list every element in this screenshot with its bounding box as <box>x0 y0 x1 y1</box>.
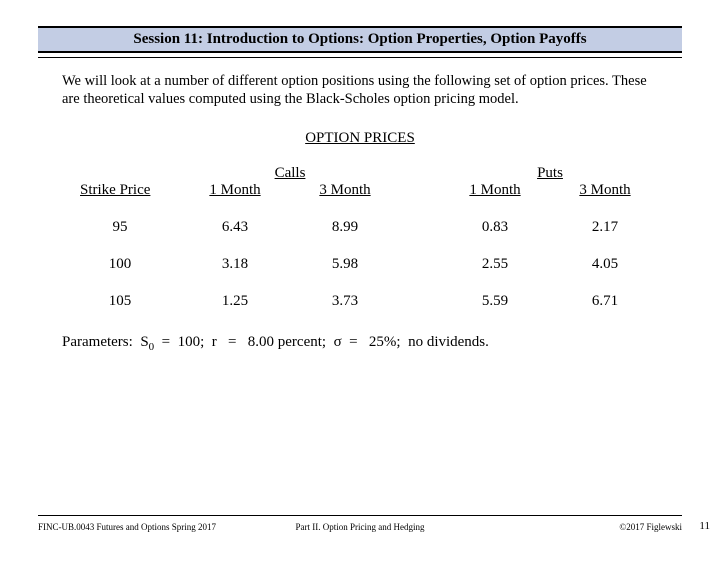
cell-call-3m: 5.98 <box>290 256 400 273</box>
slide-footer: FINC-UB.0043 Futures and Options Spring … <box>38 515 682 532</box>
cell-put-3m: 4.05 <box>550 256 660 273</box>
col-header-calls-3m: 3 Month <box>290 182 400 199</box>
table-row: 105 1.25 3.73 5.59 6.71 <box>60 293 660 310</box>
cell-put-1m: 5.59 <box>440 293 550 310</box>
col-gap <box>400 165 440 182</box>
col-header-puts-1m: 1 Month <box>440 182 550 199</box>
footer-divider <box>38 515 682 516</box>
cell-strike: 95 <box>60 219 180 236</box>
cell-strike: 100 <box>60 256 180 273</box>
footer-left: FINC-UB.0043 Futures and Options Spring … <box>38 522 253 532</box>
cell-call-3m: 8.99 <box>290 219 400 236</box>
cell-strike: 105 <box>60 293 180 310</box>
table-row: 95 6.43 8.99 0.83 2.17 <box>60 219 660 236</box>
params-sigma-val: 25% <box>369 334 397 350</box>
footer-right: ©2017 Figlewski <box>467 522 682 532</box>
col-strike-spacer <box>60 165 180 182</box>
cell-call-3m: 3.73 <box>290 293 400 310</box>
params-r-val: 8.00 percent <box>248 334 322 350</box>
footer-center: Part II. Option Pricing and Hedging <box>253 522 468 532</box>
session-title-bar: Session 11: Introduction to Options: Opt… <box>38 26 682 53</box>
page-number: 11 <box>699 520 710 532</box>
parameters-line: Parameters: S0 = 100; r = 8.00 percent; … <box>62 334 658 353</box>
col-header-strike: Strike Price <box>60 182 180 199</box>
footer-row: FINC-UB.0043 Futures and Options Spring … <box>38 522 682 532</box>
session-title: Session 11: Introduction to Options: Opt… <box>133 31 586 47</box>
group-header-puts: Puts <box>440 165 660 182</box>
table-title: OPTION PRICES <box>0 130 720 147</box>
cell-put-1m: 0.83 <box>440 219 550 236</box>
table-row: 100 3.18 5.98 2.55 4.05 <box>60 256 660 273</box>
cell-put-1m: 2.55 <box>440 256 550 273</box>
params-tail: no dividends. <box>408 334 489 350</box>
params-s0-val: 100 <box>178 334 201 350</box>
params-s0-sub: 0 <box>149 341 155 353</box>
cell-put-3m: 2.17 <box>550 219 660 236</box>
group-header-calls: Calls <box>180 165 400 182</box>
table-column-header-row: Strike Price 1 Month 3 Month 1 Month 3 M… <box>60 182 660 199</box>
intro-paragraph: We will look at a number of different op… <box>62 72 658 108</box>
params-label: Parameters: <box>62 334 133 350</box>
params-s0-label: S <box>140 334 148 350</box>
params-sigma-label: σ <box>334 334 342 350</box>
cell-call-1m: 1.25 <box>180 293 290 310</box>
table-group-header-row: Calls Puts <box>60 165 660 182</box>
cell-call-1m: 3.18 <box>180 256 290 273</box>
col-gap <box>400 293 440 310</box>
cell-put-3m: 6.71 <box>550 293 660 310</box>
params-r-label: r <box>212 334 217 350</box>
option-price-table: Calls Puts Strike Price 1 Month 3 Month … <box>60 165 660 310</box>
title-underline <box>38 57 682 58</box>
col-gap <box>400 219 440 236</box>
col-gap <box>400 182 440 199</box>
col-header-calls-1m: 1 Month <box>180 182 290 199</box>
cell-call-1m: 6.43 <box>180 219 290 236</box>
col-header-puts-3m: 3 Month <box>550 182 660 199</box>
col-gap <box>400 256 440 273</box>
